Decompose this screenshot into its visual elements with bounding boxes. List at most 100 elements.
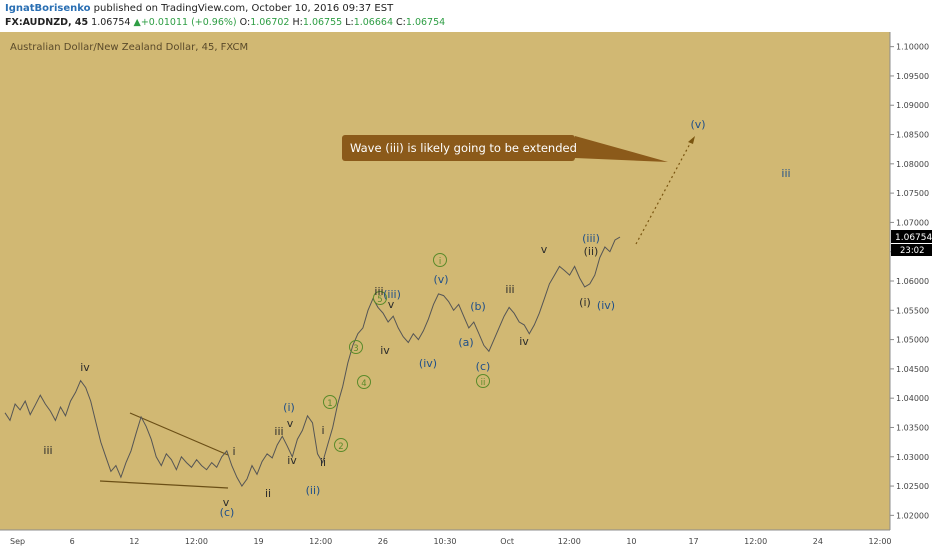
wave-label: v [541,243,548,256]
wave-label: (i) [283,401,295,414]
low-value: 1.06664 [353,17,393,28]
y-tick-label: 1.04500 [896,365,929,374]
wave-circle-marker [323,395,337,409]
projection-arrowhead [688,136,695,144]
x-tick-label: 12:00 [558,537,581,546]
x-tick-label: Sep [10,537,25,546]
x-tick-label: 12:00 [868,537,891,546]
plot-background [0,32,890,530]
wave-circle-marker [357,375,371,389]
x-tick-label: 6 [70,537,75,546]
x-tick-label: 12:00 [185,537,208,546]
y-tick-label: 1.05500 [896,306,929,315]
wave-circle-marker [373,291,387,305]
high-value: 1.06755 [302,17,343,28]
wave-label: 3 [353,344,358,354]
y-tick-label: 1.07000 [896,218,929,227]
symbol-label: FX:AUDNZD, 45 [5,17,89,28]
wave-label: iv [287,454,297,467]
high-label: H: [292,17,303,28]
wave-label: v [287,417,294,430]
wave-label: iii [781,167,790,180]
author-name[interactable]: IgnatBorisenko [5,3,91,14]
countdown-tag [891,244,932,256]
publish-line: IgnatBorisenko published on TradingView.… [5,3,393,14]
y-tick-label: 1.09500 [896,72,929,81]
wave-label: (a) [458,336,473,349]
open-label: O: [239,17,251,28]
x-tick-label: 12 [129,537,139,546]
wave-label: (c) [220,506,235,519]
wave-label: (ii) [306,484,321,497]
wave-label: iii [505,283,514,296]
wave-label: (b) [470,300,486,313]
wave-label: 4 [361,379,366,389]
x-tick-label: 12:00 [309,537,332,546]
wave-label: ii [481,378,486,388]
close-label: C: [396,17,406,28]
wave-label: (iv) [419,357,437,370]
wave-circle-marker [433,253,447,267]
x-tick-label: 10:30 [433,537,456,546]
price-tag [891,230,932,243]
y-tick-label: 1.03500 [896,423,929,432]
wave-label: i [439,257,441,267]
wave-label: ii [320,456,326,469]
wave-label: i [321,424,324,437]
callout-box [342,135,575,161]
y-tick-label: 1.03000 [896,453,929,462]
y-tick-label: 1.04000 [896,394,929,403]
wave-label: (i) [579,296,591,309]
y-tick-label: 1.05000 [896,336,929,345]
wave-label: v [223,496,230,509]
wave-label: iv [380,344,390,357]
wave-label: iv [80,361,90,374]
wave-label: 1 [327,399,332,409]
x-tick-label: 12:00 [744,537,767,546]
ohlc-line: FX:AUDNZD, 45 1.06754 ▲+0.01011 (+0.96%)… [5,17,445,28]
low-label: L: [345,17,354,28]
wave-label: ii [265,487,271,500]
published-text: published on TradingView.com, October 10… [93,3,394,14]
callout-text: Wave (iii) is likely going to be extende… [350,141,577,155]
wave-label: 5 [377,295,382,305]
y-tick-label: 1.08000 [896,160,929,169]
wave-circle-marker [334,438,348,452]
x-tick-label: 17 [688,537,698,546]
wave-label: (ii) [584,245,599,258]
price-tag-text: 1.06754 [895,233,932,243]
callout-pointer [575,136,668,162]
up-arrow-icon: ▲ [133,17,141,28]
time-axis [0,530,890,550]
x-tick-label: 24 [813,537,823,546]
x-tick-label: Oct [500,537,514,546]
wave-label: iv [519,335,529,348]
wave-label: (c) [476,360,491,373]
wave-label: (v) [433,273,448,286]
wave-label: 2 [338,442,343,452]
chart-header: IgnatBorisenko published on TradingView.… [0,0,932,32]
wave-label: i [232,445,235,458]
x-tick-label: 19 [253,537,263,546]
last-price: 1.06754 [91,17,131,28]
wave-label: (iv) [597,299,615,312]
trendline-upper [129,412,229,456]
close-value: 1.06754 [405,17,446,28]
wave-label: (iii) [582,232,600,245]
open-value: 1.06702 [250,17,290,28]
y-tick-label: 1.10000 [896,43,929,52]
y-tick-label: 1.06000 [896,277,929,286]
y-tick-label: 1.08500 [896,131,929,140]
y-tick-label: 1.09000 [896,101,929,110]
y-tick-label: 1.07500 [896,189,929,198]
wave-circle-marker [349,340,363,354]
y-tick-label: 1.02500 [896,482,929,491]
wave-label: (iii) [383,288,401,301]
wave-label: iii [43,444,52,457]
price-chart[interactable]: Australian Dollar/New Zealand Dollar, 45… [0,32,932,550]
x-tick-label: 26 [378,537,388,546]
wave-label: iii [274,425,283,438]
price-axis [890,32,932,550]
wave-label: v [388,298,395,311]
x-tick-label: 10 [626,537,636,546]
